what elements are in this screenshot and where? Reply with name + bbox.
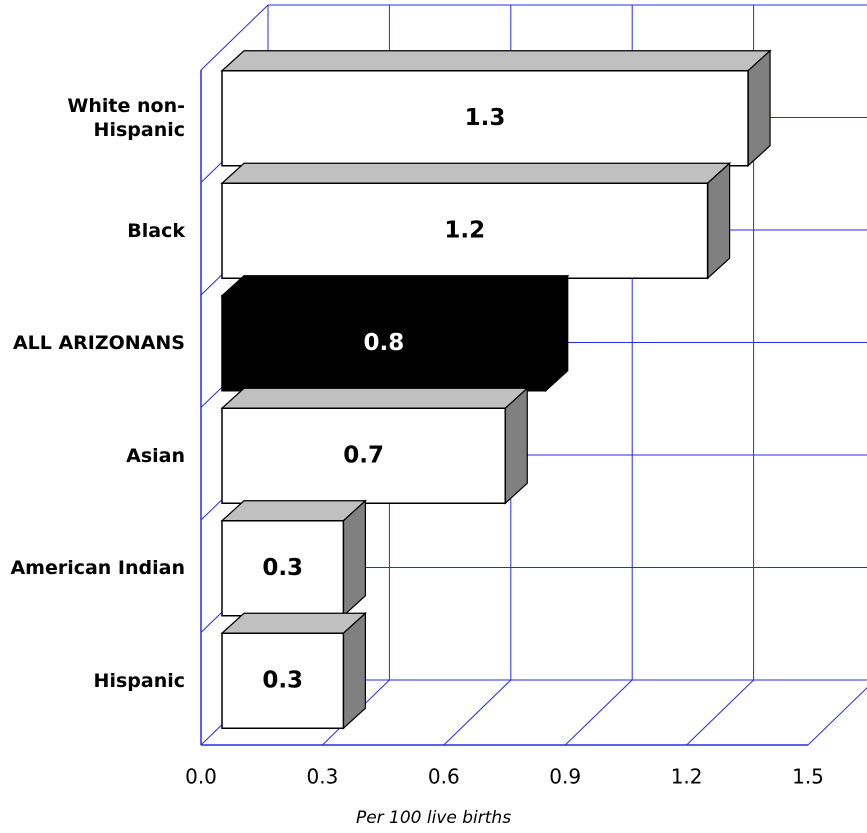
grid-line	[686, 679, 754, 746]
x-tick-label: 0.0	[185, 765, 217, 789]
x-tick-label: 0.6	[428, 765, 460, 789]
value-label: 0.3	[262, 555, 303, 581]
value-label: 0.7	[343, 442, 384, 468]
bar-side	[706, 161, 731, 280]
bar	[221, 182, 709, 279]
y-tick-label: Black	[127, 219, 185, 242]
value-label: 1.3	[465, 105, 506, 131]
y-tick-label: American Indian	[10, 557, 185, 580]
grid-line	[443, 679, 512, 746]
bar-top	[220, 50, 772, 72]
bar-side	[342, 499, 366, 618]
bar-top	[220, 387, 529, 409]
axis-line	[200, 4, 269, 71]
bar-side	[545, 274, 569, 393]
bar	[221, 70, 749, 167]
y-tick-label: White non-Hispanic	[67, 95, 185, 142]
bar-top	[220, 612, 367, 634]
bar-top	[220, 275, 570, 297]
grid-line	[807, 687, 867, 746]
bar-side	[504, 386, 528, 505]
bar-side	[342, 611, 366, 730]
bar-side	[747, 49, 771, 168]
grid-line	[564, 679, 633, 746]
value-label: 1.2	[444, 217, 485, 243]
bar-top	[220, 162, 732, 184]
value-label: 0.3	[262, 667, 303, 693]
x-tick-label: 1.2	[671, 765, 703, 789]
x-axis-title: Per 100 live births	[355, 808, 512, 828]
bar-top	[220, 500, 367, 522]
bar	[221, 407, 507, 504]
x-tick-label: 1.5	[792, 765, 824, 789]
bar	[221, 520, 345, 617]
x-tick-label: 0.3	[306, 765, 338, 789]
y-tick-label: Asian	[126, 444, 185, 467]
x-tick-label: 0.9	[549, 765, 581, 789]
value-label: 0.8	[363, 330, 404, 356]
bar	[221, 632, 345, 729]
y-tick-label: Hispanic	[93, 669, 185, 692]
bar	[221, 295, 547, 392]
y-tick-label: ALL ARIZONANS	[12, 332, 185, 355]
